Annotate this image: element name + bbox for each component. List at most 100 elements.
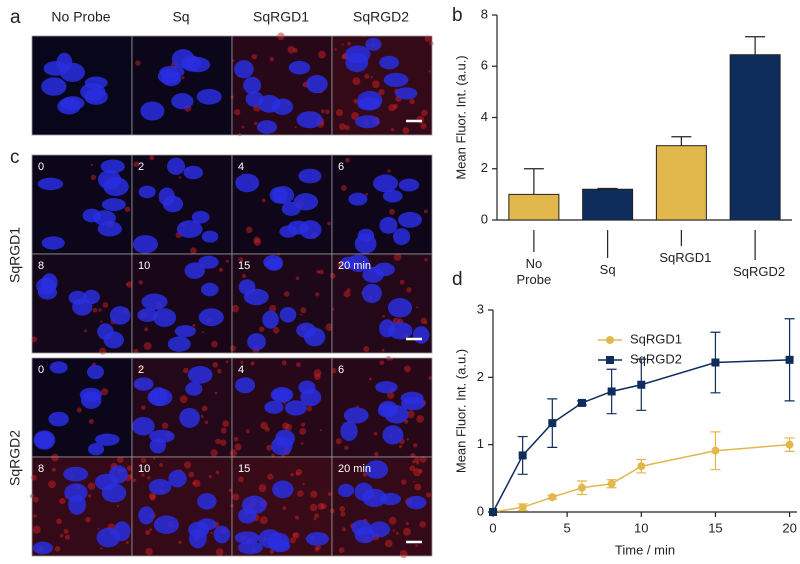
nucleus	[168, 469, 187, 488]
red-spot	[382, 314, 385, 318]
red-spot	[299, 427, 307, 435]
red-spot	[283, 291, 290, 297]
red-spot	[413, 443, 418, 448]
red-spot	[97, 527, 100, 530]
red-spot	[99, 347, 107, 355]
time-label: 8	[38, 260, 44, 272]
x-tick-label-box: SqRGD2	[733, 264, 785, 279]
red-spot	[59, 497, 66, 505]
nucleus	[383, 72, 409, 87]
red-spot	[140, 457, 147, 464]
red-spot	[234, 443, 242, 451]
error-bar	[523, 168, 544, 195]
red-spot	[215, 470, 220, 475]
red-spot	[344, 445, 349, 451]
red-spot	[424, 258, 428, 262]
red-spot	[424, 320, 428, 324]
nucleus	[365, 37, 382, 51]
red-spot	[313, 517, 317, 521]
nucleus	[88, 442, 105, 456]
nucleus	[153, 515, 179, 535]
red-spot	[138, 365, 143, 370]
red-spot	[238, 476, 244, 483]
nucleus	[103, 331, 124, 349]
red-spot	[32, 525, 41, 534]
point	[711, 358, 720, 367]
red-spot	[302, 482, 305, 486]
red-spot	[336, 109, 343, 116]
nucleus	[34, 431, 54, 449]
red-spot	[283, 402, 286, 405]
red-spot	[225, 259, 229, 263]
red-spot	[152, 457, 156, 460]
time-label: 10	[138, 260, 150, 272]
red-spot	[219, 439, 227, 446]
red-spot	[259, 516, 268, 525]
red-spot	[332, 308, 335, 311]
nucleus	[392, 228, 411, 246]
red-spot	[365, 193, 369, 196]
red-spot	[414, 483, 422, 491]
red-spot	[230, 345, 237, 352]
nucleus	[395, 87, 418, 100]
red-spot	[295, 468, 303, 476]
point	[548, 419, 557, 428]
red-spot	[392, 103, 399, 110]
red-spot	[231, 59, 235, 62]
red-spot	[428, 70, 431, 73]
nucleus	[264, 400, 284, 414]
red-spot	[229, 449, 238, 457]
red-spot	[347, 41, 351, 46]
red-spot	[342, 527, 346, 532]
nucleus	[398, 211, 422, 228]
nucleus	[191, 210, 210, 224]
red-spot	[343, 290, 351, 298]
nucleus	[379, 216, 398, 234]
red-spot	[420, 123, 427, 130]
red-spot	[419, 521, 426, 528]
red-spot	[296, 362, 301, 367]
red-spot	[315, 544, 321, 551]
nucleus	[384, 405, 409, 424]
red-spot	[292, 532, 300, 539]
red-spot	[101, 388, 109, 396]
micrograph	[331, 154, 433, 255]
nucleus	[153, 308, 177, 327]
time-label: 6	[338, 161, 344, 173]
nucleus	[43, 61, 68, 76]
nucleus	[101, 198, 126, 211]
micrograph	[331, 356, 433, 459]
red-spot	[327, 491, 333, 497]
y-tick-label: 2	[477, 369, 484, 384]
red-spot	[124, 206, 131, 213]
point	[785, 355, 794, 364]
red-spot	[373, 431, 378, 436]
nucleus	[171, 93, 194, 110]
x-tick-label: SqRGD1	[659, 250, 712, 265]
red-spot	[200, 414, 204, 418]
panel-label: d	[452, 269, 463, 290]
nucleus	[213, 525, 231, 544]
micrograph	[31, 357, 133, 458]
red-spot	[319, 269, 324, 275]
red-spot	[287, 45, 296, 54]
micrograph	[31, 35, 133, 136]
panel-label: b	[452, 5, 463, 26]
nucleus	[354, 526, 376, 544]
nucleus	[382, 425, 404, 445]
red-spot	[132, 478, 137, 482]
red-spot	[258, 326, 265, 332]
x-tick-label: 15	[708, 520, 722, 535]
red-spot	[253, 238, 261, 246]
nucleus	[103, 177, 129, 197]
red-spot	[352, 77, 361, 86]
y-tick-label: 6	[481, 58, 488, 73]
error-bar	[597, 187, 618, 190]
micrograph	[29, 453, 134, 557]
red-spot	[290, 537, 296, 544]
red-spot	[381, 348, 385, 352]
nucleus	[265, 257, 283, 271]
red-spot	[401, 479, 407, 485]
nucleus	[187, 366, 213, 384]
red-spot	[290, 472, 294, 477]
